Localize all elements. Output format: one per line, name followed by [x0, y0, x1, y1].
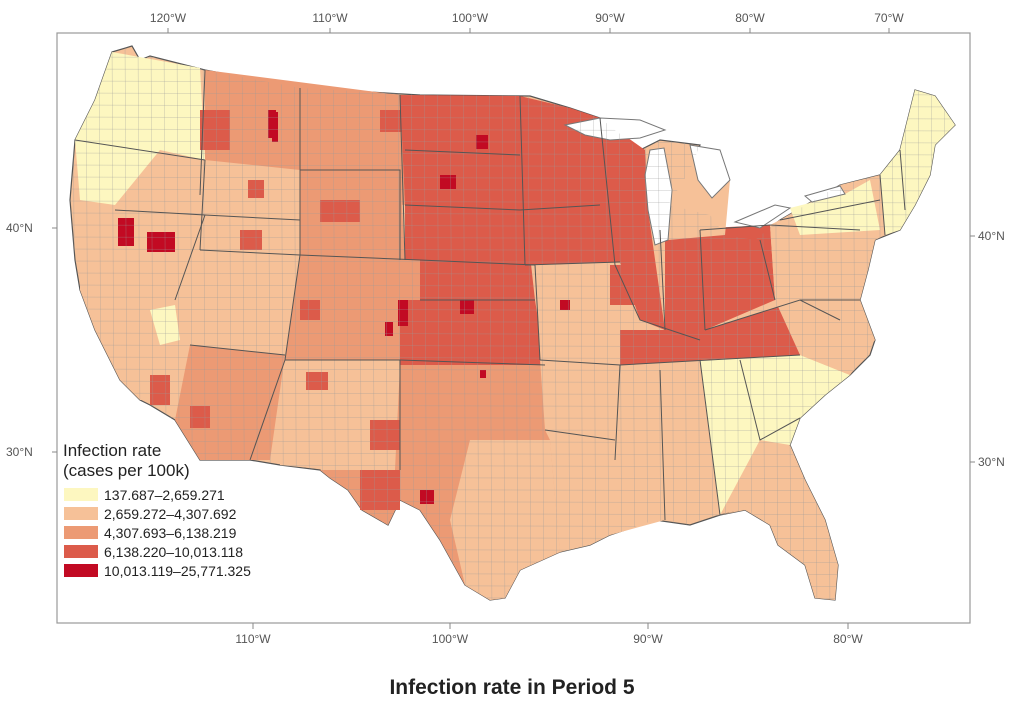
region-pacific-northwest: [75, 52, 205, 205]
top-tick-80w: 80°W: [735, 11, 765, 25]
hotspot-county-30: [575, 140, 589, 154]
hotspot-county-6: [385, 322, 393, 336]
region-michigan: [668, 145, 730, 240]
legend-subtitle: (cases per 100k): [63, 461, 190, 480]
hotspot-county-25: [370, 420, 400, 450]
bottom-tick-80w: 80°W: [833, 632, 863, 646]
lake-ontario: [803, 185, 846, 203]
hotspot-county-4: [272, 112, 278, 142]
region-nevada-basin: [115, 210, 205, 330]
region-georgia-carolinas: [700, 355, 850, 515]
hotspot-county-23: [520, 170, 540, 200]
region-arizona: [175, 345, 285, 460]
hotspot-county-27: [600, 170, 620, 190]
hotspot-county-28: [740, 330, 760, 350]
region-virginia-appalachia: [775, 300, 875, 375]
region-nevada-pale: [150, 305, 180, 345]
legend: Infection rate (cases per 100k) 137.687–…: [63, 441, 251, 579]
left-tick-30n: 30°N: [6, 445, 33, 459]
region-louisiana-miss: [545, 430, 665, 552]
legend-swatch-3: [64, 526, 98, 539]
region-new-england: [880, 90, 955, 235]
hotspot-county-16: [460, 300, 474, 314]
latitude-ticks: 40°N 30°N 40°N 30°N: [6, 221, 1005, 469]
hotspot-county-17: [560, 300, 570, 310]
hotspot-county-22: [610, 265, 640, 305]
hotspot-county-11: [190, 406, 210, 428]
region-nebraska-kansas: [405, 205, 535, 300]
legend-label-1: 137.687–2,659.271: [104, 487, 225, 503]
right-tick-30n: 30°N: [978, 455, 1005, 469]
hotspot-county-32: [450, 270, 466, 286]
lake-huron: [689, 144, 731, 199]
hotspot-county-15: [150, 375, 170, 405]
top-tick-110w: 110°W: [312, 11, 348, 25]
region-texas-east: [450, 440, 560, 600]
right-tick-40n: 40°N: [978, 229, 1005, 243]
legend-label-4: 6,138.220–10,013.118: [104, 544, 243, 560]
hotspot-county-18: [480, 370, 486, 378]
top-tick-120w: 120°W: [150, 11, 187, 25]
hotspot-county-19: [300, 300, 320, 320]
top-tick-100w: 100°W: [452, 11, 489, 25]
region-oklahoma: [400, 300, 545, 365]
hotspot-county-12: [360, 470, 400, 510]
state-borders: [74, 69, 906, 521]
legend-title: Infection rate: [63, 441, 161, 460]
region-california-coast: [80, 205, 190, 400]
hotspot-county-14: [240, 230, 262, 250]
legend-swatch-4: [64, 545, 98, 558]
hotspot-county-21: [440, 220, 460, 240]
legend-swatch-1: [64, 488, 98, 501]
hotspot-county-7: [440, 175, 456, 189]
legend-swatch-5: [64, 564, 98, 577]
top-tick-90w: 90°W: [595, 11, 625, 25]
hotspot-county-26: [200, 110, 230, 150]
lake-superior: [563, 117, 667, 141]
region-florida: [720, 445, 838, 600]
legend-swatch-2: [64, 507, 98, 520]
bottom-tick-90w: 90°W: [633, 632, 663, 646]
hotspot-county-9: [420, 490, 434, 504]
hotspot-county-29: [690, 260, 710, 280]
legend-label-2: 2,659.272–4,307.692: [104, 506, 237, 522]
legend-items: 137.687–2,659.271 2,659.272–4,307.692 4,30…: [64, 487, 251, 579]
top-tick-70w: 70°W: [874, 11, 904, 25]
legend-label-3: 4,307.693–6,138.219: [104, 525, 237, 541]
hotspot-county-5: [398, 300, 408, 326]
bottom-tick-100w: 100°W: [432, 632, 469, 646]
hotspot-county-13: [320, 200, 360, 222]
region-overlays: [75, 52, 955, 600]
region-ny-upstate: [790, 180, 880, 235]
hotspot-county-31: [655, 330, 675, 346]
top-longitude-ticks: 120°W 110°W 100°W 90°W 80°W 70°W: [150, 11, 904, 33]
legend-label-5: 10,013.119–25,771.325: [104, 563, 251, 579]
bottom-tick-110w: 110°W: [235, 632, 271, 646]
map-caption: Infection rate in Period 5: [389, 676, 635, 699]
region-missouri-arkansas: [535, 262, 640, 460]
region-indiana-ohio: [665, 225, 775, 330]
bottom-longitude-ticks: 110°W 100°W 90°W 80°W: [235, 623, 863, 646]
left-tick-40n: 40°N: [6, 221, 33, 235]
hotspot-county-10: [306, 372, 328, 390]
